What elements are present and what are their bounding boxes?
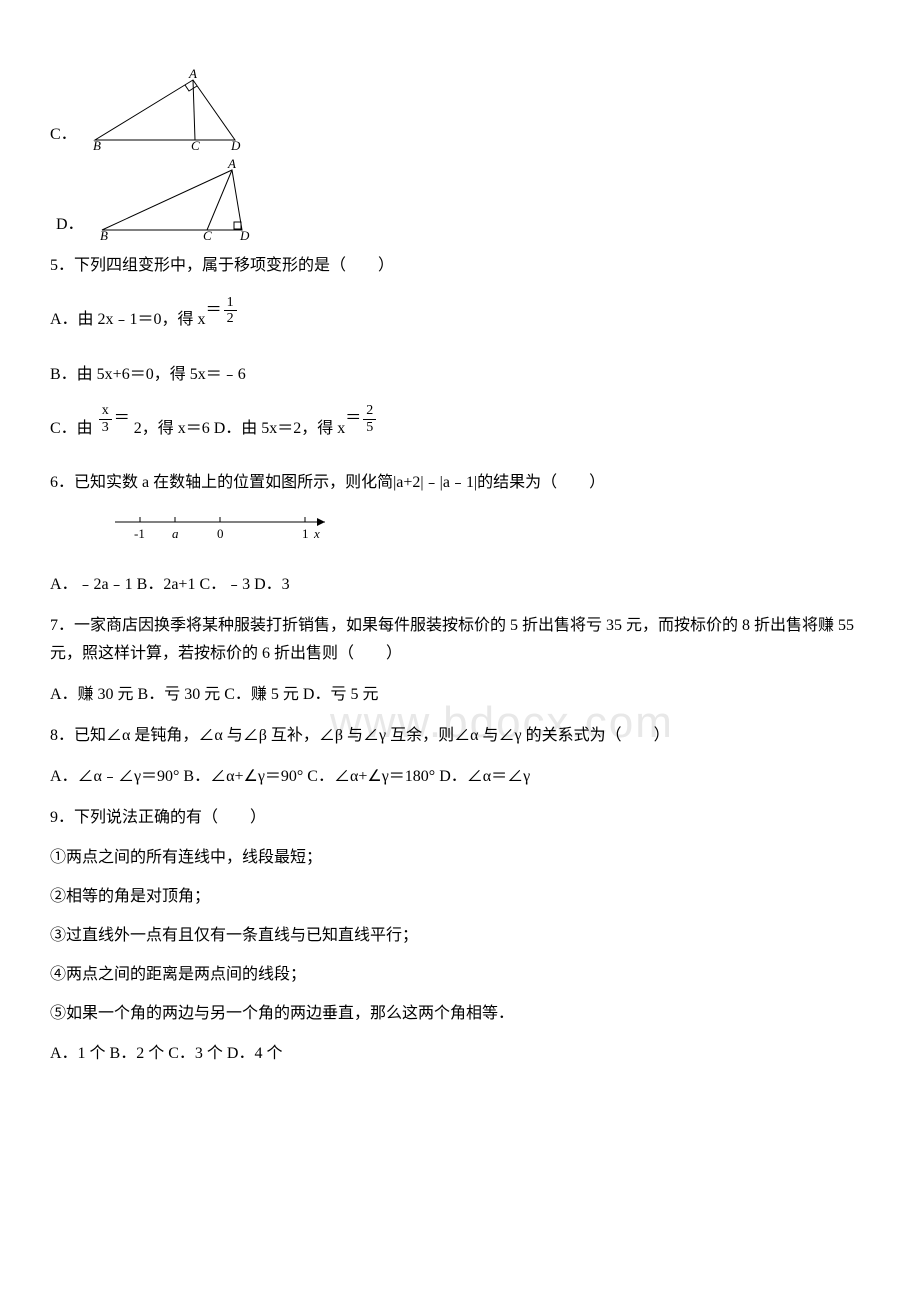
q5-lineCD-eq: ＝ xyxy=(345,410,361,427)
q5-optC-prefix: C．由 xyxy=(50,415,93,444)
page-container: www.bdocx.com { "watermark": "www.bdocx.… xyxy=(50,68,870,1069)
svg-text:C: C xyxy=(203,228,212,240)
svg-text:D: D xyxy=(239,228,250,240)
svg-text:A: A xyxy=(227,158,236,171)
q9-item-5: ⑤如果一个角的两边与另一个角的两边垂直，那么这两个角相等． xyxy=(50,1000,870,1029)
svg-text:A: A xyxy=(188,68,197,81)
q6-numberline: -1 a 0 1 x xyxy=(110,510,870,559)
q5-optA: A．由 2x﹣1＝0，得 x ＝12 xyxy=(50,305,239,337)
svg-text:1: 1 xyxy=(302,526,309,541)
q5-optA-prefix: A．由 2x﹣1＝0，得 x xyxy=(50,306,206,335)
q9-options: A．1 个 B．2 个 C．3 个 D．4 个 xyxy=(50,1040,870,1069)
q5-lineCD: 2，得 x＝6 D．由 5x＝2，得 x ＝25 xyxy=(134,413,379,445)
svg-text:B: B xyxy=(100,228,108,240)
svg-text:D: D xyxy=(230,138,241,150)
svg-text:0: 0 xyxy=(217,526,224,541)
q5-stem: 5．下列四组变形中，属于移项变形的是（ ） xyxy=(50,252,870,281)
q9-item-4: ④两点之间的距离是两点间的线段； xyxy=(50,961,870,990)
option-d-label: D． xyxy=(56,211,84,240)
option-c-row: C． A B C D xyxy=(50,68,870,150)
q7-options: A．赚 30 元 B．亏 30 元 C．赚 5 元 D．亏 5 元 xyxy=(50,681,870,710)
svg-text:-1: -1 xyxy=(134,526,145,541)
q6-stem: 6．已知实数 a 在数轴上的位置如图所示，则化简|a+2|﹣|a﹣1|的结果为（… xyxy=(50,469,870,498)
q6-options: A．﹣2a﹣1 B．2a+1 C．﹣3 D．3 xyxy=(50,571,870,600)
q8-stem: 8．已知∠α 是钝角，∠α 与∠β 互补，∠β 与∠γ 互余，则∠α 与∠γ 的… xyxy=(50,722,870,751)
option-c-label: C． xyxy=(50,121,77,150)
q5-lineCD-frac: 25 xyxy=(363,403,376,435)
q5-lineCD-part1: 2，得 x＝6 D．由 5x＝2，得 x xyxy=(134,415,346,444)
svg-text:C: C xyxy=(191,138,200,150)
option-d-row: D． A B C D xyxy=(50,158,870,240)
triangle-c-svg: A B C D xyxy=(85,68,255,150)
svg-text:x: x xyxy=(313,526,320,541)
svg-text:a: a xyxy=(172,526,179,541)
triangle-d-svg: A B C D xyxy=(92,158,262,240)
q5-optC-frac: x3 xyxy=(99,403,112,435)
q5-optA-frac: 12 xyxy=(224,295,237,327)
q5-optC-suffix: ＝ xyxy=(114,410,130,427)
q9-item-3: ③过直线外一点有且仅有一条直线与已知直线平行； xyxy=(50,922,870,951)
q7-stem: 7．一家商店因换季将某种服装打折销售，如果每件服装按标价的 5 折出售将亏 35… xyxy=(50,612,870,670)
q5-optB: B．由 5x+6＝0，得 5x＝﹣6 xyxy=(50,361,870,390)
svg-text:B: B xyxy=(93,138,101,150)
q8-options: A．∠α﹣∠γ＝90° B．∠α+∠γ＝90° C．∠α+∠γ＝180° D．∠… xyxy=(50,763,870,792)
q5-optC: C．由 x3＝ xyxy=(50,413,130,445)
q9-item-2: ②相等的角是对顶角； xyxy=(50,883,870,912)
q9-item-1: ①两点之间的所有连线中，线段最短； xyxy=(50,844,870,873)
q9-stem: 9．下列说法正确的有（ ） xyxy=(50,804,870,833)
q5-optA-eq: ＝ xyxy=(206,301,222,318)
